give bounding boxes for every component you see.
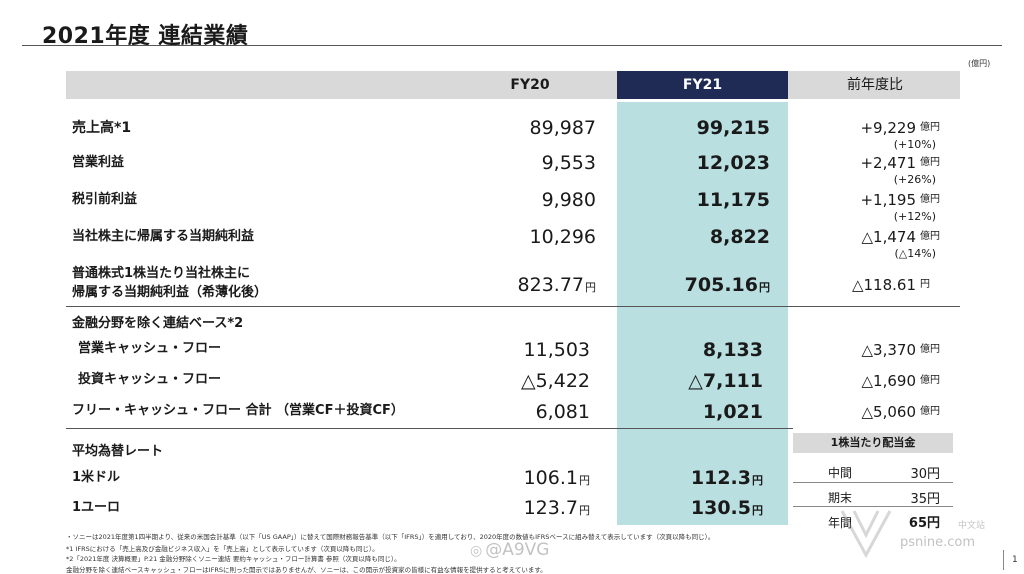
fy20-value: 123.7円 <box>523 497 590 519</box>
dividend-header: 1株当たり配当金 <box>793 433 953 453</box>
section-divider <box>66 428 793 429</box>
change-value: +2,471 <box>860 154 916 172</box>
footnote: 金融分野を除く連結ベースキャッシュ・フローはIFRSに則った開示ではありませんが… <box>66 566 547 574</box>
dividend-value: 65円 <box>908 516 940 531</box>
fy20-value: 11,503 <box>523 339 590 361</box>
change-unit: 億円 <box>920 122 940 133</box>
fy21-highlight-column <box>617 102 788 525</box>
eps-fy20: 823.77円 <box>517 274 596 296</box>
change-value: △1,474 <box>861 228 916 246</box>
change-unit: 億円 <box>920 157 940 168</box>
fy20-value: 6,081 <box>535 401 590 423</box>
change-value: +9,229 <box>860 119 916 137</box>
eps-change: △118.61 <box>851 276 916 294</box>
fy21-value: 1,021 <box>702 401 763 423</box>
fy21-value: 8,133 <box>702 339 763 361</box>
dividend-divider <box>793 482 953 483</box>
weibo-icon: ◎ <box>470 543 483 559</box>
page-title: 2021年度 連結業績 <box>42 24 249 49</box>
fy21-value: 112.3円 <box>690 467 763 489</box>
eps-label-line2: 帰属する当期純利益（希薄化後） <box>72 285 268 300</box>
change-pct: (+26%) <box>893 173 936 186</box>
dividend-label: 中間 <box>828 466 853 480</box>
section-divider <box>66 306 960 307</box>
footnote: ・ソニーは2021年度第1四半期より、従来の米国会計基準（以下「US GAAP」… <box>66 533 715 541</box>
dividend-divider <box>793 506 953 507</box>
cf-section-title: 金融分野を除く連結ベース*2 <box>72 316 244 331</box>
fy21-value: 12,023 <box>696 152 770 174</box>
change-unit: 億円 <box>920 406 940 417</box>
fy21-value: 99,215 <box>696 117 770 139</box>
dividend-label: 期末 <box>828 491 853 505</box>
fy21-value: 130.5円 <box>690 497 763 519</box>
change-unit: 億円 <box>920 194 940 205</box>
unit-label: (億円) <box>968 59 991 68</box>
fy21-value: 11,175 <box>696 189 770 211</box>
change-value: +1,195 <box>860 191 916 209</box>
row-label: 投資キャッシュ・フロー <box>78 372 222 387</box>
change-pct: (+10%) <box>893 138 936 151</box>
change-unit: 億円 <box>920 231 940 242</box>
change-unit: 億円 <box>920 344 940 355</box>
eps-fy21: 705.16円 <box>684 274 770 296</box>
dividend-value: 30円 <box>910 467 940 482</box>
table-header-band <box>66 71 960 99</box>
col-header-fy21: FY21 <box>682 77 723 93</box>
change-pct: (+12%) <box>893 210 936 223</box>
change-value: △1,690 <box>861 372 916 390</box>
fy20-value: 9,980 <box>541 189 596 211</box>
fy21-value: 8,822 <box>709 226 770 248</box>
change-value: △3,370 <box>861 341 916 359</box>
change-value: △5,060 <box>861 403 916 421</box>
row-label: 営業利益 <box>72 155 125 170</box>
row-label: フリー・キャッシュ・フロー 合計 （営業CF＋投資CF） <box>72 403 404 418</box>
eps-label-line1: 普通株式1株当たり当社株主に <box>72 266 251 281</box>
footnote: *2「2021年度 決算概要」P.21 金融分野除くソニー連結 要約キャッシュ・… <box>66 555 401 563</box>
weibo-watermark: ◎ @A9VG <box>470 540 550 560</box>
row-label: 営業キャッシュ・フロー <box>78 341 222 356</box>
row-label: 当社株主に帰属する当期純利益 <box>72 229 255 244</box>
site-watermark: psnine.com <box>900 535 976 550</box>
page-number-bar <box>1003 550 1004 570</box>
fy20-value: △5,422 <box>520 370 590 392</box>
site-watermark-cn: 中文站 <box>958 521 986 531</box>
fy20-value: 106.1円 <box>523 467 590 489</box>
fy21-header-cell <box>617 71 788 99</box>
page-number: 1 <box>1012 555 1018 565</box>
dividend-label: 年間 <box>828 516 853 530</box>
col-header-change: 前年度比 <box>847 77 903 93</box>
fx-section-title: 平均為替レート <box>72 444 164 459</box>
fy20-value: 89,987 <box>529 117 596 139</box>
fy21-value: △7,111 <box>688 370 763 392</box>
fy20-value: 9,553 <box>541 152 596 174</box>
col-header-fy20: FY20 <box>510 77 550 93</box>
eps-change-unit: 円 <box>920 279 930 290</box>
change-unit: 億円 <box>920 375 940 386</box>
row-label: 1ユーロ <box>72 500 121 515</box>
row-label: 1米ドル <box>72 470 121 485</box>
dividend-value: 35円 <box>910 492 940 507</box>
footnote: *1 IFRSにおける「売上高及び金融ビジネス収入」を「売上高」として表示してい… <box>66 545 379 553</box>
change-pct: (△14%) <box>894 247 937 260</box>
row-label: 売上高*1 <box>72 120 132 136</box>
psnine-logo-icon <box>840 510 892 559</box>
title-divider <box>22 45 1002 46</box>
row-label: 税引前利益 <box>72 192 138 207</box>
fy20-value: 10,296 <box>529 226 596 248</box>
